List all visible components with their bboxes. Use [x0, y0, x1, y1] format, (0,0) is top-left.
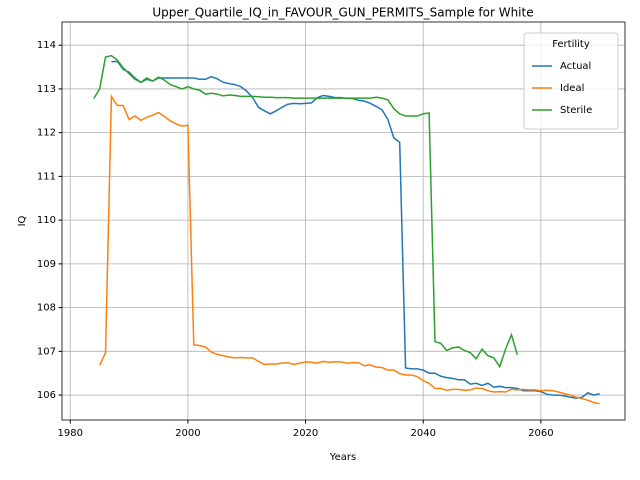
line: [98, 93, 600, 405]
legend-label: Actual: [560, 61, 591, 72]
y-tick-label: 113: [37, 84, 56, 95]
y-tick-label: 108: [37, 303, 56, 314]
legend-box: [523, 32, 619, 130]
x-tick-label: 2020: [293, 428, 318, 439]
y-tick-label: 110: [37, 215, 56, 226]
y-tick-label: 109: [37, 259, 56, 270]
y-tick-label: 112: [37, 128, 56, 139]
x-tick-label: 2000: [175, 428, 200, 439]
y-tick-label: 106: [37, 390, 56, 401]
x-axis-label: Years: [329, 452, 356, 463]
x-tick-label: 2060: [528, 428, 553, 439]
x-tick-label: 2040: [410, 428, 435, 439]
y-tick-label: 107: [37, 346, 56, 357]
legend-title: Fertility: [552, 39, 590, 50]
y-axis-label: IQ: [17, 215, 28, 226]
x-tick-label: 1980: [58, 428, 83, 439]
legend-label: Sterile: [560, 105, 592, 116]
legend-label: Ideal: [560, 83, 584, 94]
y-tick-label: 111: [37, 171, 56, 182]
line: [93, 54, 519, 369]
line: [111, 60, 600, 399]
y-tick-label: 114: [37, 40, 56, 51]
plot-frame: [61, 21, 626, 421]
chart-title: Upper_Quartile_IQ_in_FAVOUR_GUN_PERMITS_…: [152, 6, 533, 20]
